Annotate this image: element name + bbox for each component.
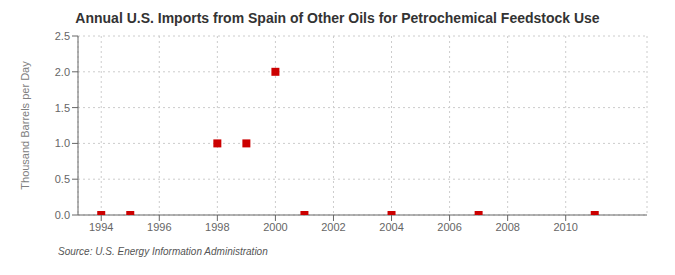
svg-text:2.0: 2.0 xyxy=(55,66,70,78)
svg-text:2006: 2006 xyxy=(437,221,461,233)
svg-text:2008: 2008 xyxy=(495,221,519,233)
html-text:Source: U.S. Energy Informatio: Source: U.S. Energy Information Administ… xyxy=(58,246,268,257)
svg-text:2004: 2004 xyxy=(379,221,403,233)
svg-text:1998: 1998 xyxy=(205,221,229,233)
svg-text:0.0: 0.0 xyxy=(55,209,70,221)
svg-text:0.5: 0.5 xyxy=(55,173,70,185)
svg-text:2002: 2002 xyxy=(321,221,345,233)
svg-text:1996: 1996 xyxy=(147,221,171,233)
html-text:Annual U.S. Imports from Spain: Annual U.S. Imports from Spain of Other … xyxy=(75,10,600,26)
svg-text:1.5: 1.5 xyxy=(55,102,70,114)
svg-text:2000: 2000 xyxy=(263,221,287,233)
svg-text:1.0: 1.0 xyxy=(55,137,70,149)
svg-text:2.5: 2.5 xyxy=(55,30,70,42)
svg-text:2010: 2010 xyxy=(553,221,577,233)
svg-text:Thousand Barrels per Day: Thousand Barrels per Day xyxy=(19,61,31,190)
svg-text:1994: 1994 xyxy=(89,221,113,233)
